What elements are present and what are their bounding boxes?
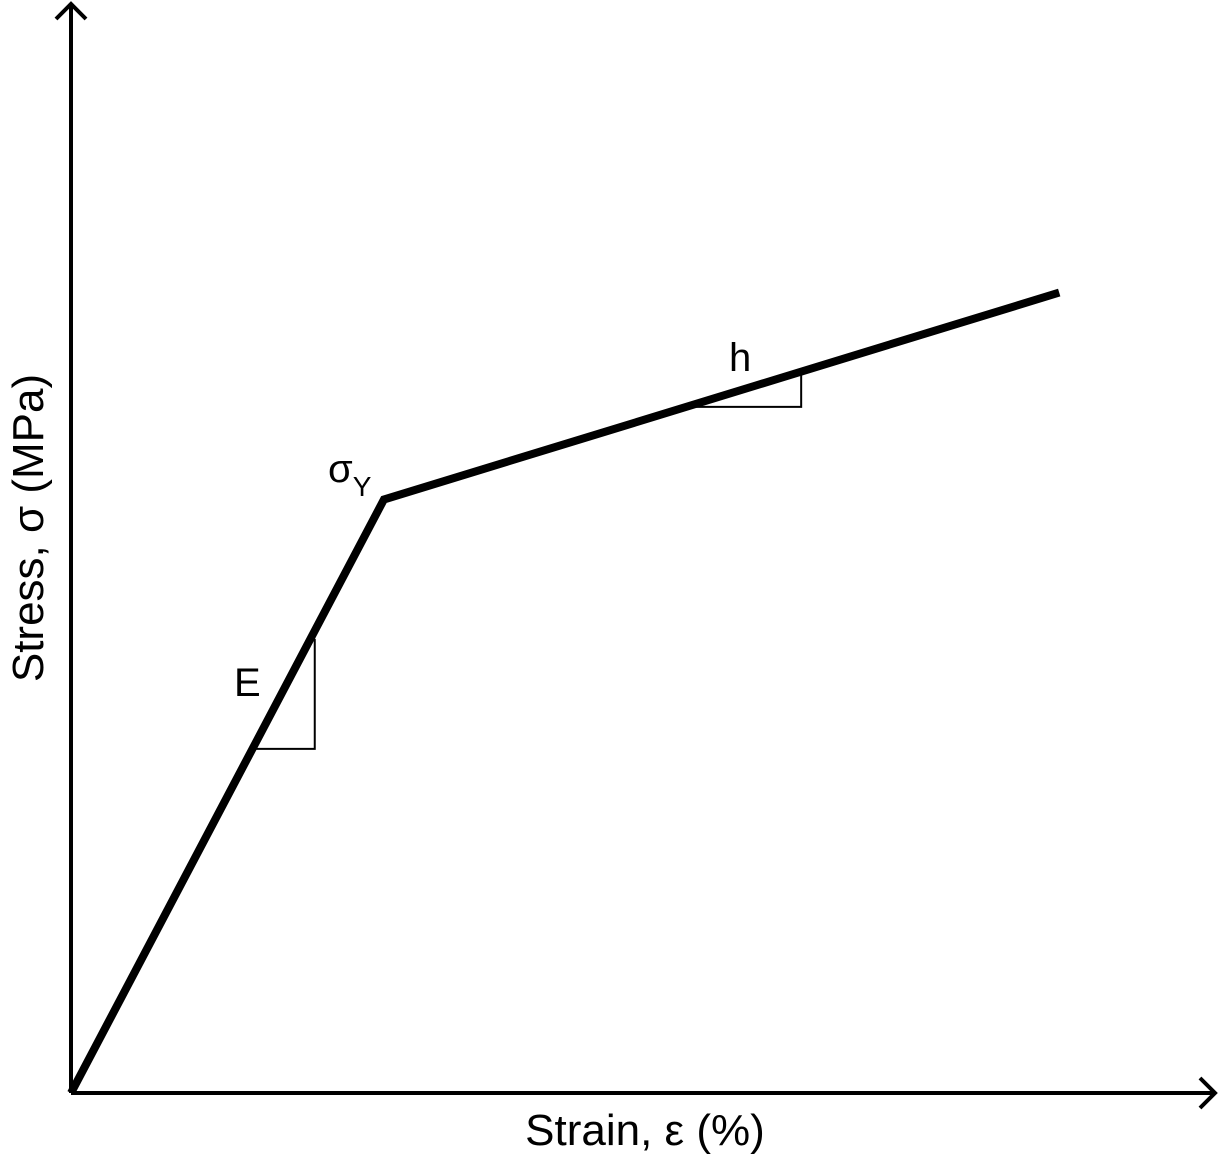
y-axis-arrowhead	[54, 1, 88, 21]
elastic-modulus-label: E	[234, 661, 261, 705]
slope-triangle-e	[254, 638, 316, 750]
slope-triangle-h	[684, 370, 803, 408]
hardening-modulus-label: h	[729, 336, 751, 380]
stress-strain-curve	[67, 288, 1061, 1095]
yield-stress-label: σY	[328, 447, 372, 502]
yield-stress-symbol: σ	[328, 447, 353, 491]
series-group	[67, 288, 1061, 1095]
x-axis-label: Strain, ε (%)	[525, 1106, 765, 1155]
y-axis-label: Stress, σ (MPa)	[4, 374, 53, 682]
yield-stress-subscript: Y	[353, 471, 372, 502]
x-axis-arrowhead	[1198, 1076, 1218, 1110]
axes	[54, 1, 1218, 1110]
slope-triangles	[254, 370, 803, 750]
